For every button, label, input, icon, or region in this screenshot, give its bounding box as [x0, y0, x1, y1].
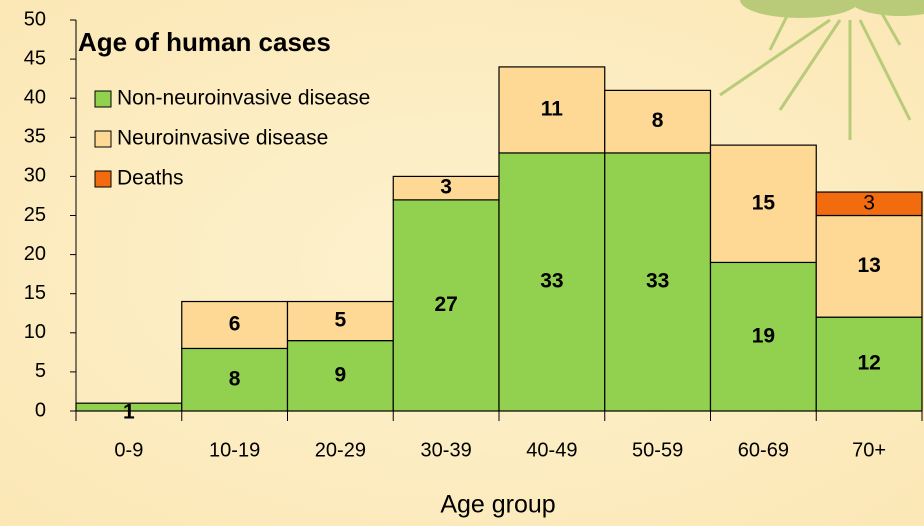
y-tick-label: 45: [24, 47, 46, 69]
value-label: 8: [652, 109, 664, 132]
value-label: 13: [857, 254, 880, 277]
value-label: 33: [646, 270, 669, 293]
x-tick-label: 70+: [852, 439, 886, 461]
y-tick-label: 25: [24, 204, 46, 226]
x-tick-label: 10-19: [209, 439, 260, 461]
legend-label: Neuroinvasive disease: [117, 127, 328, 150]
y-tick-label: 0: [35, 399, 46, 421]
y-tick-label: 5: [35, 360, 46, 382]
value-label: 19: [752, 324, 775, 347]
value-label: 8: [229, 367, 241, 390]
value-label: 15: [752, 191, 776, 214]
y-tick-label: 30: [24, 165, 46, 187]
value-label: 11: [541, 97, 564, 120]
x-tick-label: 0-9: [114, 439, 143, 461]
value-label: 33: [540, 270, 563, 293]
value-label: 27: [434, 293, 457, 316]
y-tick-label: 40: [24, 86, 46, 108]
x-tick-label: 60-69: [738, 439, 789, 461]
value-label: 3: [863, 191, 875, 214]
y-tick-label: 10: [24, 321, 46, 343]
y-tick-label: 15: [24, 282, 46, 304]
x-axis-title: Age group: [440, 491, 555, 519]
legend-swatch: [95, 171, 111, 187]
legend-swatch: [95, 131, 111, 147]
value-label: 1: [123, 401, 135, 424]
value-label: 6: [229, 313, 241, 336]
x-tick-label: 50-59: [632, 439, 683, 461]
chart: Age of human cases Age group 05101520253…: [0, 0, 924, 526]
y-tick-label: 50: [24, 8, 46, 30]
x-tick-label: 20-29: [315, 439, 366, 461]
legend-swatch: [95, 91, 111, 107]
x-tick-label: 40-49: [526, 439, 577, 461]
legend-label: Non-neuroinvasive disease: [117, 87, 370, 110]
value-label: 5: [335, 309, 347, 332]
y-tick-label: 20: [24, 243, 46, 265]
y-tick-label: 35: [24, 126, 46, 148]
chart-title: Age of human cases: [78, 27, 331, 57]
value-label: 9: [335, 363, 347, 386]
x-tick-label: 30-39: [421, 439, 472, 461]
value-label: 3: [440, 176, 452, 199]
legend-label: Deaths: [117, 167, 184, 190]
value-label: 12: [857, 352, 880, 375]
